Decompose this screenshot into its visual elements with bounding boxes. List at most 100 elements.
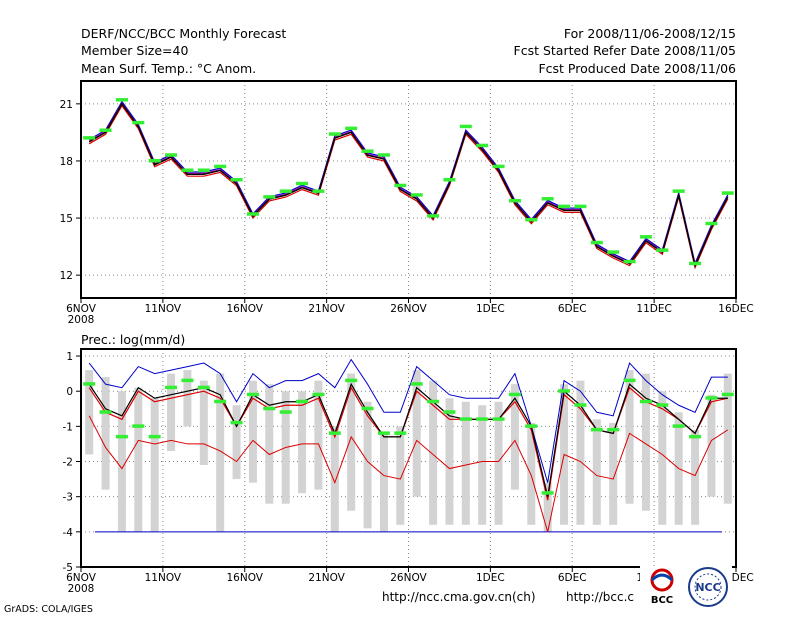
- temp-xtick-label: 16DEC: [718, 303, 753, 315]
- obs-marker: [377, 431, 390, 435]
- ncc-logo-text: NCC: [695, 581, 720, 594]
- obs-marker: [476, 143, 489, 148]
- obs-marker: [525, 217, 538, 222]
- prec-xtick-label: 1DEC: [476, 572, 505, 584]
- obs-marker: [656, 403, 669, 407]
- obs-marker: [508, 392, 521, 397]
- obs-marker: [394, 183, 407, 188]
- prec-ytick-label: -2: [63, 457, 73, 469]
- obs-marker: [672, 424, 685, 428]
- obs-marker: [263, 406, 276, 411]
- member-lower-line: [88, 104, 729, 270]
- obs-marker: [689, 434, 702, 439]
- spread-bar: [543, 482, 552, 532]
- obs-marker: [115, 98, 128, 102]
- temp-xtick-label: 6NOV: [66, 303, 97, 315]
- prec-ytick-label: 0: [66, 386, 73, 398]
- obs-marker: [607, 427, 620, 432]
- temp-xtick-label: 16NOV: [227, 303, 264, 315]
- obs-marker: [427, 214, 440, 218]
- spread-bar: [609, 422, 618, 525]
- spread-bar: [265, 384, 274, 504]
- spread-bar: [527, 422, 536, 525]
- url-ncc[interactable]: http://ncc.cma.gov.cn(ch): [382, 590, 536, 604]
- obs-marker: [99, 128, 112, 132]
- obs-marker: [214, 399, 227, 404]
- spread-bar: [592, 419, 601, 525]
- temp-ytick-label: 15: [60, 213, 73, 225]
- bcc-logo-text: BCC: [651, 595, 673, 606]
- spread-bar: [167, 373, 176, 451]
- obs-marker: [148, 434, 161, 439]
- obs-marker: [246, 392, 259, 397]
- obs-marker: [558, 389, 571, 393]
- obs-marker: [296, 399, 309, 404]
- ensemble-mean-line: [88, 382, 728, 497]
- spread-bar: [691, 429, 700, 525]
- temp-xtick-label: 11NOV: [145, 303, 182, 315]
- obs-marker: [508, 198, 521, 203]
- spread-bar: [510, 384, 519, 490]
- upper-bound-line: [88, 358, 728, 483]
- obs-marker: [230, 177, 243, 182]
- temp-ytick-label: 21: [60, 99, 73, 111]
- bcc-logo: BCC: [640, 566, 684, 612]
- prec-xtick-label: 16NOV: [227, 572, 264, 584]
- obs-marker: [721, 191, 734, 195]
- obs-marker: [197, 168, 210, 172]
- spread-bar: [379, 433, 388, 532]
- lower-bound-line: [88, 415, 729, 532]
- obs-marker: [115, 434, 128, 439]
- prec-ytick-label: -5: [63, 562, 73, 574]
- prec-ytick-label: -1: [63, 421, 73, 433]
- spread-bar: [347, 373, 356, 511]
- obs-marker: [689, 261, 702, 266]
- spread-bar: [625, 370, 634, 504]
- spread-bar: [183, 370, 192, 427]
- prec-ytick-label: 1: [66, 351, 73, 363]
- obs-marker: [246, 212, 259, 216]
- spread-bar: [248, 380, 257, 483]
- prec-ytick-label: -3: [63, 492, 73, 504]
- obs-marker: [83, 136, 96, 140]
- spread-bar: [298, 391, 307, 494]
- obs-marker: [197, 385, 210, 390]
- prec-xtick-label: 11NOV: [145, 572, 182, 584]
- obs-marker: [492, 164, 505, 169]
- obs-marker: [296, 181, 309, 186]
- obs-marker: [165, 153, 178, 157]
- obs-marker: [476, 417, 489, 421]
- temp-xtick-label: 26NOV: [390, 303, 427, 315]
- obs-marker: [574, 403, 587, 407]
- figure-title: DERF/NCC/BCC Monthly Forecast: [81, 26, 287, 41]
- variable-label: Mean Surf. Temp.: °C Anom.: [81, 61, 257, 76]
- url-bcc[interactable]: http://bcc.c: [566, 590, 634, 604]
- prec-panel-title: Prec.: log(mm/d): [81, 332, 185, 347]
- grads-credit: GrADS: COLA/IGES: [4, 604, 93, 615]
- obs-marker: [443, 177, 456, 182]
- obs-marker: [623, 378, 636, 383]
- obs-marker: [639, 399, 652, 404]
- obs-marker: [361, 149, 374, 153]
- obs-marker: [721, 392, 734, 397]
- spread-bar: [429, 380, 438, 525]
- temp-ytick-label: 12: [60, 270, 73, 282]
- obs-marker: [263, 195, 276, 199]
- temp-panel: 12 15 18 21 6NOV 11NOV 16NOV 21NOV 26NOV 1DEC 6DEC…: [60, 80, 754, 326]
- obs-marker: [410, 193, 423, 197]
- spread-bar: [216, 373, 225, 532]
- obs-marker: [181, 168, 194, 172]
- spread-bar: [641, 373, 650, 511]
- obs-marker: [181, 378, 194, 383]
- spread-bar: [85, 370, 94, 455]
- obs-marker: [427, 399, 440, 404]
- obs-marker: [165, 385, 178, 390]
- spread-bar: [117, 391, 126, 532]
- spread-bar: [461, 401, 470, 525]
- spread-bar: [314, 380, 323, 490]
- obs-marker: [328, 431, 341, 435]
- obs-marker: [590, 240, 603, 245]
- temp-xtick-label: 1DEC: [476, 303, 505, 315]
- obs-marker: [541, 197, 554, 201]
